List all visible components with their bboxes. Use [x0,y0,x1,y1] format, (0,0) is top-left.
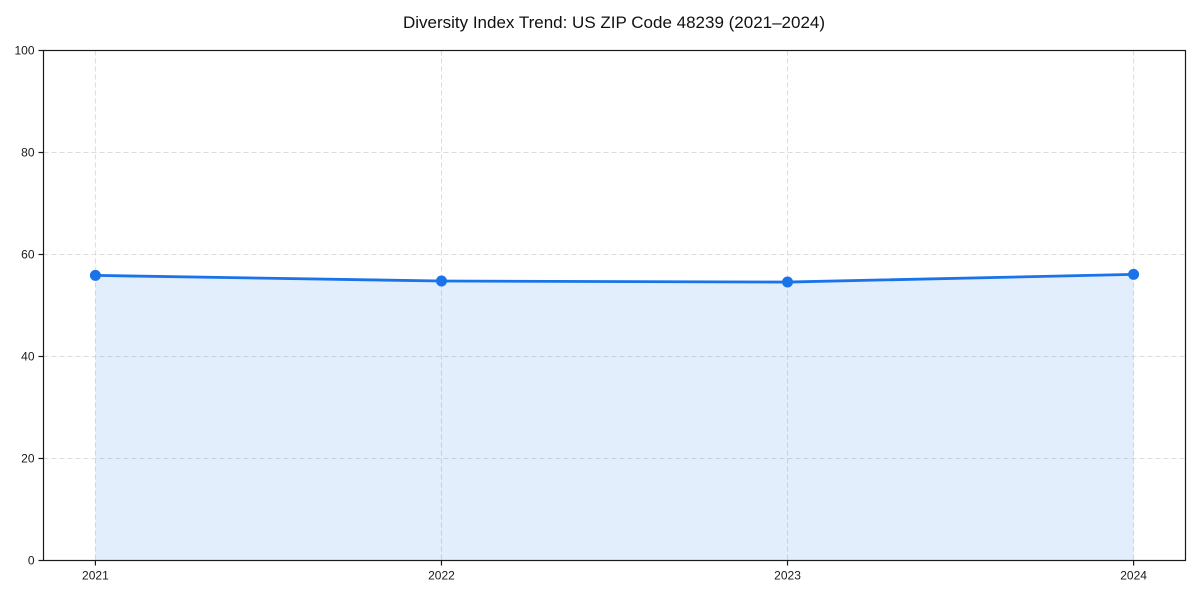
data-point-marker [782,276,794,288]
x-tick-label: 2024 [1120,569,1147,583]
x-tick-label: 2023 [774,569,801,583]
y-tick-label: 0 [28,554,35,568]
y-tick-label: 60 [21,248,35,262]
plot-box [42,49,1187,562]
x-tick-label: 2022 [428,569,455,583]
area-under-line [95,274,1134,561]
data-point-markers [89,268,1140,288]
y-tick-label: 40 [21,350,35,364]
y-tick-label: 80 [21,146,35,160]
data-point-marker [89,269,101,281]
x-tick-label: 2021 [82,569,109,583]
y-tick-label: 100 [14,44,34,58]
area-fill [95,274,1134,561]
trend-line [94,272,1135,284]
chart-title: Diversity Index Trend: US ZIP Code 48239… [403,13,825,32]
data-point-marker [435,275,447,287]
y-tick-label: 20 [21,452,35,466]
series-line [94,272,1135,284]
plot-border [42,49,1187,562]
axis-ticks [38,49,1135,566]
data-point-marker [1128,268,1140,280]
tick-labels: 0 20 40 60 80 100 2021 2022 2023 2024 [14,44,1147,583]
